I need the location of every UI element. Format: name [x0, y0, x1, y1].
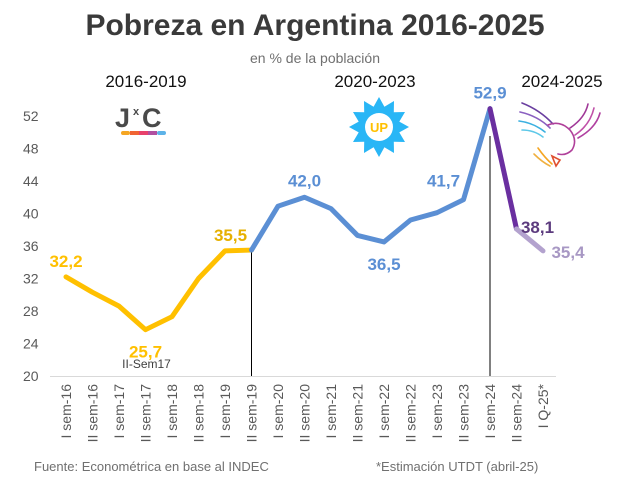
footer-source: Fuente: Econométrica en base al INDEC	[34, 459, 269, 474]
up-logo: UP	[349, 97, 409, 157]
bird-wing-stroke	[574, 107, 595, 136]
period-label-2024-2025: 2024-2025	[521, 72, 602, 91]
x-tick-label: I sem-19	[217, 384, 233, 439]
up-logo-text: UP	[370, 120, 388, 135]
y-tick-label: 44	[23, 173, 39, 189]
data-label: 32,2	[49, 252, 82, 271]
y-tick-label: 24	[23, 336, 39, 352]
x-tick-label: I sem-17	[111, 384, 127, 439]
data-label: 52,9	[473, 84, 506, 103]
jxc-logo-x: x	[133, 106, 140, 118]
x-tick-label: II sem-23	[456, 384, 472, 443]
series-line-2016-2019	[63, 247, 254, 333]
annotations: II-Sem17	[122, 357, 171, 371]
series-lines	[63, 106, 546, 333]
data-label: 36,5	[367, 255, 400, 274]
chart-title: Pobreza en Argentina 2016-2025	[85, 9, 544, 42]
x-tick-label: II sem-18	[191, 384, 207, 443]
x-tick-label: II sem-19	[244, 384, 260, 443]
bird-claw	[550, 154, 562, 168]
y-tick-label: 48	[23, 141, 39, 157]
chart-subtitle: en % de la población	[250, 50, 380, 66]
jxc-stripe-segment	[121, 131, 130, 135]
bird-logo	[518, 102, 601, 168]
y-tick-label: 40	[23, 206, 39, 222]
jxc-stripe-segment	[139, 131, 148, 135]
data-labels: 32,2 25,7 35,5 42,0 36,5 41,7 52,9 38,1 35,4	[49, 84, 585, 362]
jxc-stripe-segment	[130, 131, 139, 135]
x-tick-label: I sem-20	[270, 384, 286, 439]
jxc-stripe-segment	[157, 131, 166, 135]
y-tick-label: 36	[23, 238, 39, 254]
x-axis: I sem-16 II sem-16 I sem-17 II sem-17 I sem-…	[58, 383, 551, 442]
data-label: 35,5	[214, 226, 247, 245]
series-line-2025-estimate	[514, 226, 546, 254]
x-tick-label: II sem-22	[403, 384, 419, 443]
x-tick-label: II sem-16	[85, 384, 101, 443]
x-tick-label: I sem-18	[164, 384, 180, 439]
bird-wing-stroke	[577, 112, 601, 139]
data-label: 38,1	[521, 218, 554, 237]
x-tick-label: I sem-23	[429, 384, 445, 439]
period-separators	[251, 136, 491, 376]
period-label-2020-2023: 2020-2023	[334, 72, 415, 91]
bird-tail	[537, 147, 553, 165]
x-tick-label: II sem-17	[138, 384, 154, 443]
x-tick-label: I Q-25*	[535, 383, 551, 428]
data-label: 41,7	[427, 172, 460, 191]
bird-wing-stroke	[521, 102, 554, 125]
bird-wing-stroke	[519, 111, 551, 129]
data-label: 42,0	[288, 171, 321, 190]
y-tick-label: 52	[23, 108, 39, 124]
footer-note: *Estimación UTDT (abril-25)	[376, 459, 538, 474]
x-tick-label: I sem-21	[323, 384, 339, 439]
y-tick-label: 32	[23, 271, 39, 287]
jxc-logo: J x C	[115, 103, 166, 135]
bird-wing-stroke	[521, 129, 544, 138]
series-line-2020-2023	[249, 106, 493, 253]
jxc-logo-j: J	[115, 103, 130, 133]
data-label: 35,4	[551, 243, 585, 262]
x-tick-label: II sem-24	[509, 384, 525, 443]
y-tick-label: 20	[23, 368, 39, 384]
series-line-2024	[487, 106, 519, 232]
y-axis: 20 24 28 32 36 40 44 48 52	[23, 108, 39, 384]
bird-wing-stroke	[518, 120, 546, 133]
annotation-label: II-Sem17	[122, 357, 171, 371]
x-tick-label: I sem-16	[58, 384, 74, 439]
bird-wing-stroke	[569, 103, 589, 129]
up-star-center	[365, 113, 393, 141]
bird-tail	[533, 153, 551, 167]
x-tick-label: I sem-22	[376, 384, 392, 439]
data-label: 25,7	[129, 343, 162, 362]
y-tick-label: 28	[23, 303, 39, 319]
jxc-logo-c: C	[142, 103, 162, 133]
jxc-stripe-segment	[148, 131, 157, 135]
x-tick-label: II sem-21	[350, 384, 366, 443]
x-tick-label: I sem-24	[482, 384, 498, 439]
bird-body	[547, 122, 576, 156]
period-label-2016-2019: 2016-2019	[105, 72, 186, 91]
x-tick-label: II sem-20	[297, 384, 313, 443]
